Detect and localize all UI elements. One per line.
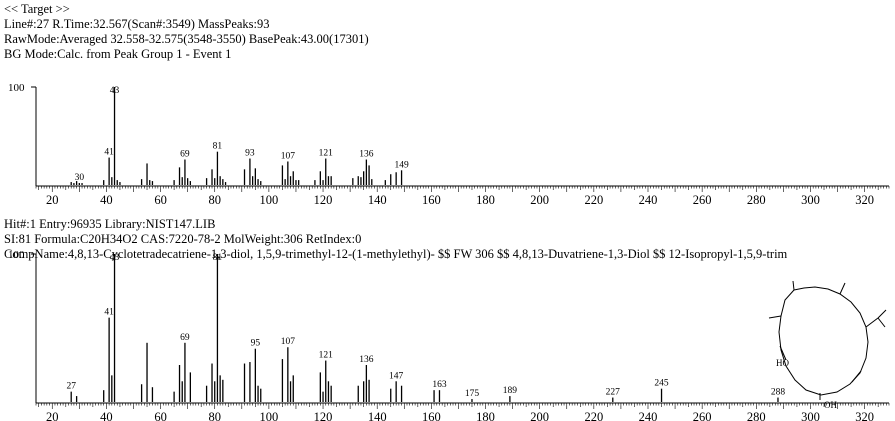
x-tick-label: 80 — [208, 410, 221, 421]
peak-label: 189 — [503, 386, 518, 396]
x-tick-label: 140 — [368, 193, 387, 207]
x-tick-label: 100 — [260, 193, 279, 207]
bg-mode-info: BG Mode:Calc. from Peak Group 1 - Event … — [4, 47, 232, 61]
x-tick-label: 120 — [314, 410, 333, 421]
y-tick-label: 100 — [8, 82, 25, 94]
x-tick-label: 240 — [639, 193, 658, 207]
peak-label: 121 — [319, 351, 334, 361]
x-tick-label: 200 — [530, 410, 549, 421]
peak-label: 95 — [251, 339, 261, 349]
x-tick-label: 40 — [100, 193, 113, 207]
peak-label: 245 — [654, 379, 669, 389]
x-tick-label: 180 — [476, 410, 495, 421]
peak-label: 107 — [281, 337, 296, 347]
x-tick-label: 200 — [530, 193, 549, 207]
x-tick-label: 120 — [314, 193, 333, 207]
x-tick-label: 240 — [639, 410, 658, 421]
x-tick-label: 160 — [422, 193, 441, 207]
peak-label: 288 — [771, 388, 786, 398]
peak-label: 81 — [213, 253, 223, 263]
x-tick-label: 300 — [801, 410, 820, 421]
peak-label: 149 — [394, 160, 409, 170]
molecule-structure — [768, 280, 887, 400]
peak-label: 136 — [359, 355, 374, 365]
x-tick-label: 260 — [693, 410, 712, 421]
peak-label: 147 — [389, 371, 404, 381]
raw-mode-info: RawMode:Averaged 32.558-32.575(3548-3550… — [4, 32, 369, 46]
x-tick-label: 40 — [100, 410, 113, 421]
x-tick-label: 280 — [747, 410, 766, 421]
peak-label: 30 — [75, 173, 85, 183]
y-tick-label: 100 — [8, 249, 25, 261]
peak-label: 69 — [180, 333, 190, 343]
target-spectrum-chart: 100 20 40 60 80 100 120 140 160 180 200 220 240 260 28… — [8, 82, 890, 207]
x-tick-label: 20 — [46, 193, 59, 207]
peak-label: 175 — [465, 389, 480, 399]
peak-label: 69 — [180, 150, 190, 160]
x-tick-label: 60 — [154, 193, 167, 207]
x-tick-label: 140 — [368, 410, 387, 421]
x-tick-label: 220 — [584, 410, 603, 421]
peak-label: 41 — [104, 308, 114, 318]
peak-label: 107 — [281, 151, 296, 161]
oh-label: OH — [824, 400, 837, 410]
peak-label: 93 — [245, 149, 255, 159]
x-tick-label: 280 — [747, 193, 766, 207]
x-tick-label: 60 — [154, 410, 167, 421]
peak-label: 27 — [66, 382, 76, 392]
target-title: << Target >> — [4, 2, 70, 16]
x-tick-label: 20 — [46, 410, 59, 421]
x-tick-label: 180 — [476, 193, 495, 207]
x-tick-label: 260 — [693, 193, 712, 207]
peak-label: 43 — [110, 253, 120, 263]
x-tick-label: 300 — [801, 193, 820, 207]
scan-info: Line#:27 R.Time:32.567(Scan#:3549) MassP… — [4, 17, 270, 31]
hit-info: Hit#:1 Entry:96935 Library:NIST147.LIB — [4, 217, 216, 231]
x-tick-label: 320 — [855, 410, 874, 421]
peak-label: 81 — [213, 142, 223, 152]
peak-label: 136 — [359, 150, 374, 160]
compound-name: CompName:4,8,13-Cyclotetradecatriene-1,3… — [4, 247, 788, 261]
x-tick-label: 220 — [584, 193, 603, 207]
peak-label: 227 — [606, 388, 621, 398]
x-tick-label: 80 — [208, 193, 221, 207]
x-tick-label: 100 — [260, 410, 279, 421]
x-tick-label: 160 — [422, 410, 441, 421]
peak-label: 43 — [110, 86, 120, 96]
peak-label: 163 — [432, 380, 447, 390]
x-tick-label: 320 — [855, 193, 874, 207]
similarity-info: SI:81 Formula:C20H34O2 CAS:7220-78-2 Mol… — [4, 232, 362, 246]
ho-label: HO — [776, 358, 789, 368]
peak-label: 41 — [104, 148, 114, 158]
peak-label: 121 — [319, 149, 334, 159]
library-spectrum-chart: 100 20 40 60 80 100 120 140 160 180 200 220 240 260 28… — [8, 249, 890, 421]
